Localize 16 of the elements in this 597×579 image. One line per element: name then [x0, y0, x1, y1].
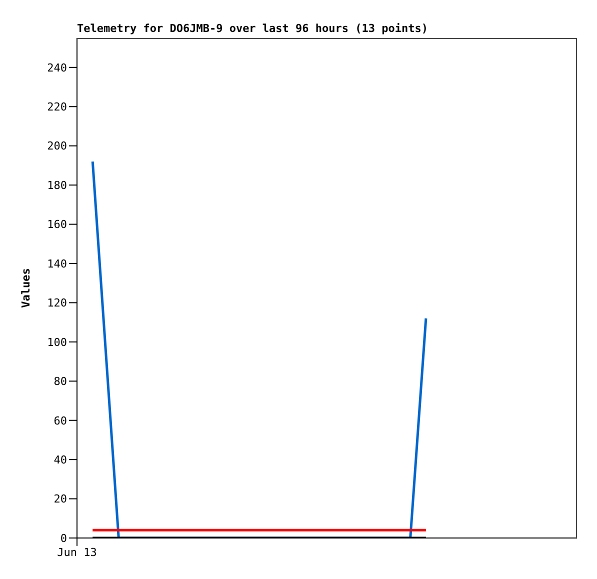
y-tick-label: 100 [47, 336, 67, 349]
y-tick-label: 200 [47, 140, 67, 153]
y-tick-label: 180 [47, 178, 67, 192]
y-tick-label: 20 [54, 492, 67, 506]
y-tick-label: 160 [47, 218, 67, 232]
y-axis-title: Values [20, 268, 32, 308]
x-tick-label: Jun 13 [57, 546, 97, 559]
y-tick-label: 240 [47, 61, 67, 74]
y-tick-label: 120 [47, 296, 67, 310]
chart-title: Telemetry for DO6JMB-9 over last 96 hours (13 points) [77, 22, 428, 35]
y-tick-label: 40 [54, 453, 67, 466]
y-tick-label: 220 [47, 100, 67, 114]
y-tick-label: 140 [47, 257, 67, 270]
y-tick-label: 60 [54, 414, 67, 428]
y-tick-label: 80 [54, 375, 67, 388]
y-tick-label: 0 [60, 532, 67, 545]
